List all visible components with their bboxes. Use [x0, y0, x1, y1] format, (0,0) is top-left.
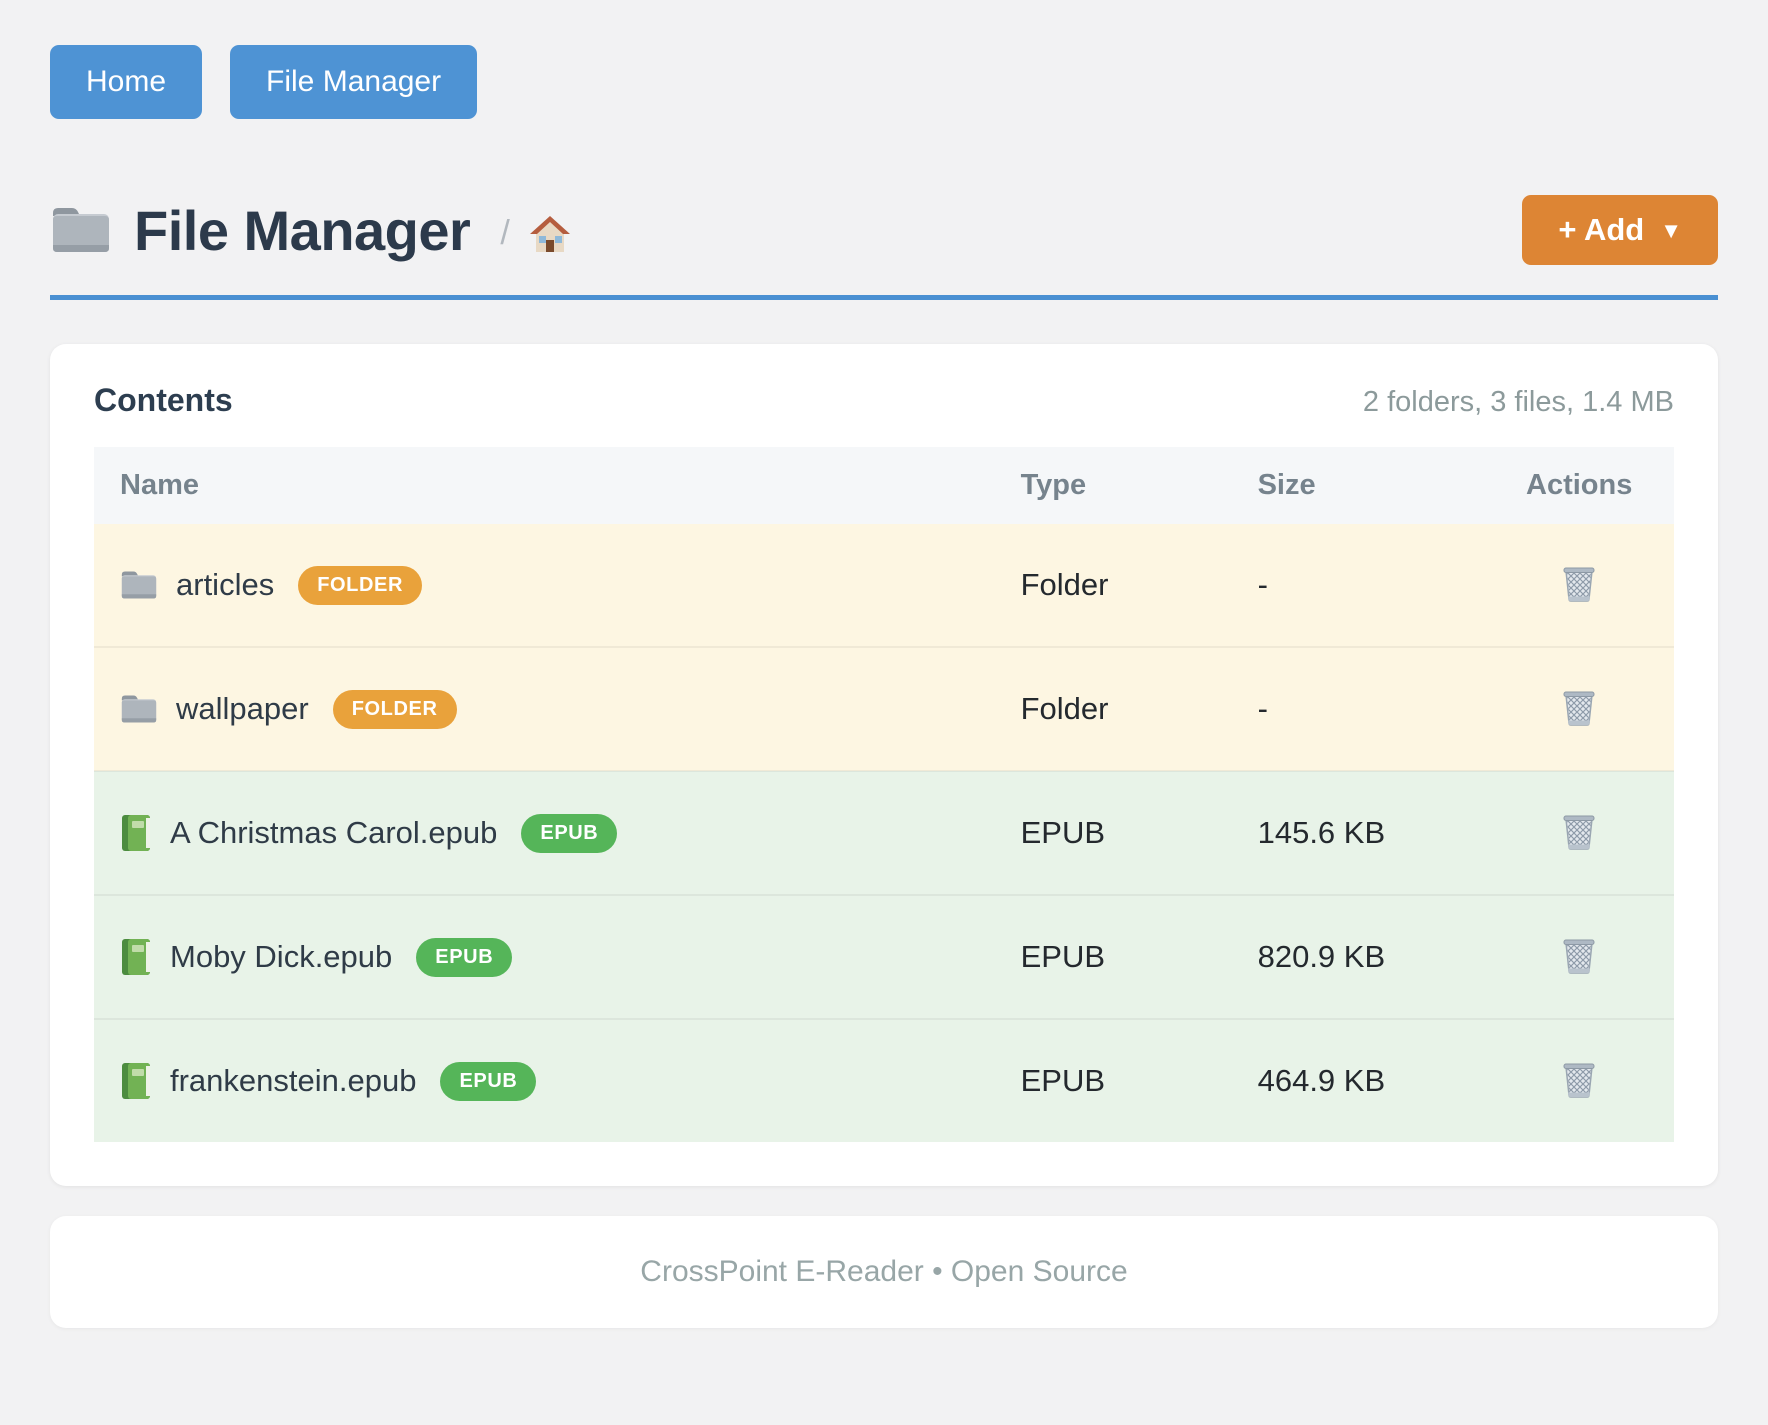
trash-icon[interactable] [1558, 560, 1600, 606]
trash-icon[interactable] [1558, 1056, 1600, 1102]
home-icon[interactable] [529, 216, 570, 254]
footer: CrossPoint E-Reader • Open Source [50, 1216, 1718, 1328]
table-row[interactable]: frankenstein.epub EPUB EPUB 464.9 KB [94, 1018, 1674, 1142]
footer-text: CrossPoint E-Reader • Open Source [640, 1255, 1128, 1288]
file-size: 464.9 KB [1231, 1018, 1485, 1142]
contents-summary: 2 folders, 3 files, 1.4 MB [1362, 386, 1674, 418]
file-table-header: Name Type Size Actions [94, 447, 1674, 524]
file-size: 145.6 KB [1231, 770, 1485, 895]
file-size: - [1231, 646, 1485, 771]
row-type-icon [120, 814, 152, 852]
file-type-badge: EPUB [440, 1061, 537, 1101]
breadcrumb: / [500, 213, 510, 252]
row-type-icon [120, 569, 158, 601]
row-type-icon [120, 938, 152, 976]
column-header-size: Size [1231, 447, 1485, 524]
row-type-icon [120, 1062, 152, 1100]
file-size: - [1231, 524, 1485, 647]
table-row[interactable]: articles FOLDER Folder - [94, 524, 1674, 647]
table-row[interactable]: Moby Dick.epub EPUB EPUB 820.9 KB [94, 894, 1674, 1019]
file-table-body: articles FOLDER Folder - [94, 524, 1674, 1142]
add-button-label: + Add [1558, 212, 1645, 247]
contents-card-head: Contents 2 folders, 3 files, 1.4 MB [94, 382, 1674, 419]
file-name[interactable]: frankenstein.epub [170, 1063, 417, 1098]
nav-file-manager-button[interactable]: File Manager [230, 45, 478, 119]
table-row[interactable]: A Christmas Carol.epub EPUB EPUB 145.6 K… [94, 770, 1674, 895]
top-nav: Home File Manager [50, 45, 1718, 119]
title-divider [50, 295, 1718, 300]
file-type: EPUB [994, 894, 1232, 1019]
column-header-actions: Actions [1484, 447, 1674, 524]
file-type-badge: FOLDER [298, 565, 423, 605]
column-header-name: Name [94, 447, 995, 524]
add-button[interactable]: + Add ▼ [1522, 195, 1718, 265]
file-type-badge: EPUB [416, 937, 513, 977]
page-header: File Manager / + Add ▼ [50, 195, 1718, 265]
file-table: Name Type Size Actions [94, 447, 1674, 1142]
folder-icon [50, 204, 112, 256]
page-title: File Manager [134, 198, 471, 262]
file-type-badge: EPUB [521, 813, 618, 853]
trash-icon[interactable] [1558, 808, 1600, 854]
file-name[interactable]: articles [176, 567, 275, 602]
nav-home-button[interactable]: Home [50, 45, 203, 119]
file-name[interactable]: Moby Dick.epub [170, 939, 393, 974]
chevron-down-icon: ▼ [1660, 218, 1682, 243]
column-header-type: Type [994, 447, 1232, 524]
file-size: 820.9 KB [1231, 894, 1485, 1019]
file-type-badge: FOLDER [332, 689, 457, 729]
row-type-icon [120, 693, 158, 725]
file-name[interactable]: wallpaper [176, 691, 309, 726]
file-type: Folder [994, 524, 1232, 647]
file-type: Folder [994, 646, 1232, 771]
trash-icon[interactable] [1558, 684, 1600, 730]
contents-heading: Contents [94, 382, 233, 418]
contents-card: Contents 2 folders, 3 files, 1.4 MB Name… [50, 344, 1718, 1186]
file-type: EPUB [994, 1018, 1232, 1142]
table-row[interactable]: wallpaper FOLDER Folder - [94, 646, 1674, 771]
file-name[interactable]: A Christmas Carol.epub [170, 815, 498, 850]
file-type: EPUB [994, 770, 1232, 895]
trash-icon[interactable] [1558, 932, 1600, 978]
